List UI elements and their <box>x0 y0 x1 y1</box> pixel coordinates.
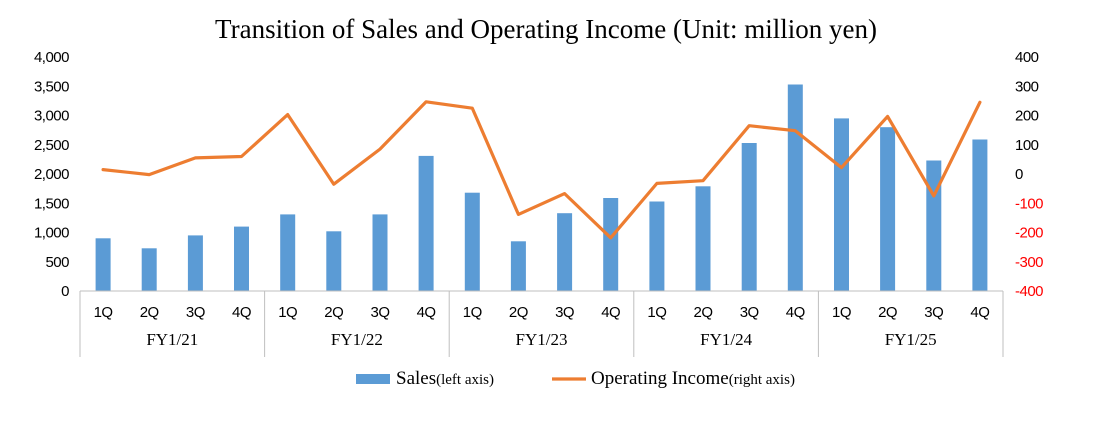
y-left-tick-label: 2,500 <box>34 137 69 154</box>
sales-bar <box>141 248 157 291</box>
x-tick-label: 4Q <box>601 304 620 321</box>
legend-label-oi-name: Operating Income <box>591 368 729 389</box>
y-left-tick-label: 0 <box>61 283 69 300</box>
legend-label-operating-income: Operating Income(right axis) <box>591 368 795 389</box>
sales-bar <box>741 143 757 291</box>
x-tick-label: 1Q <box>278 304 297 321</box>
fiscal-year-label: FY1/25 <box>885 330 937 349</box>
y-right-tick-label: 300 <box>1015 78 1039 95</box>
sales-bar <box>510 241 526 291</box>
x-tick-label: 2Q <box>324 304 343 321</box>
sales-bar <box>926 160 942 291</box>
x-tick-label: 4Q <box>417 304 436 321</box>
y-right-tick-label: -100 <box>1015 195 1043 212</box>
sales-bar <box>972 139 988 291</box>
sales-bar <box>95 238 111 291</box>
axes: 1Q 2Q 3Q 4Q 1Q 2Q 3Q 4Q 1Q 2Q 3Q 4Q 1Q 2Q 3Q 4Q 1Q 2Q 3Q 4Q… <box>34 49 1044 357</box>
plot-area <box>95 84 988 292</box>
x-tick-label: 1Q <box>832 304 851 321</box>
legend-label-sales-note: (left axis) <box>436 372 494 388</box>
x-tick-label: 4Q <box>232 304 251 321</box>
sales-bar <box>834 118 849 292</box>
sales-bar <box>234 226 249 291</box>
y-left-tick-label: 1,000 <box>34 225 69 242</box>
y-right-tick-label: -400 <box>1015 283 1043 300</box>
chart-title: Transition of Sales and Operating Income… <box>215 14 877 44</box>
legend-label-sales-name: Sales <box>396 368 436 389</box>
sales-bar <box>372 214 388 291</box>
y-left-tick-label: 3,500 <box>34 78 69 95</box>
x-tick-label: 2Q <box>693 304 712 321</box>
sales-bar <box>187 235 203 291</box>
x-tick-label: 1Q <box>463 304 482 321</box>
sales-bar <box>464 192 480 291</box>
y-right-tick-label: 0 <box>1015 166 1023 183</box>
y-left-tick-label: 3,000 <box>34 108 69 125</box>
x-tick-label: 3Q <box>186 304 205 321</box>
legend-label-sales: Sales(left axis) <box>396 368 494 389</box>
sales-bar <box>880 127 896 291</box>
y-right-tick-label: 200 <box>1015 108 1039 125</box>
fiscal-year-label: FY1/22 <box>331 330 383 349</box>
x-tick-label: 3Q <box>370 304 389 321</box>
sales-bar <box>787 84 803 291</box>
x-tick-label: 3Q <box>555 304 574 321</box>
y-left-tick-label: 500 <box>45 254 69 271</box>
x-tick-label: 3Q <box>740 304 759 321</box>
sales-bar <box>280 214 296 291</box>
y-left-tick-label: 4,000 <box>34 49 69 66</box>
sales-bar <box>326 231 342 291</box>
y-right-tick-label: 400 <box>1015 49 1039 66</box>
sales-bar <box>695 186 711 291</box>
x-tick-label: 2Q <box>878 304 897 321</box>
sales-bar <box>557 213 573 291</box>
x-tick-label: 3Q <box>924 304 943 321</box>
legend-swatch-sales <box>356 374 390 384</box>
operating-income-line <box>101 100 982 240</box>
x-tick-label: 1Q <box>94 304 113 321</box>
y-left-tick-label: 2,000 <box>34 166 69 183</box>
legend: Sales(left axis) Operating Income(right a… <box>356 368 795 389</box>
y-right-tick-label: -200 <box>1015 225 1043 242</box>
sales-bar <box>603 198 619 291</box>
x-tick-label: 1Q <box>647 304 666 321</box>
x-tick-label: 2Q <box>509 304 528 321</box>
fiscal-year-label: FY1/24 <box>700 330 752 349</box>
x-tick-label: 4Q <box>786 304 805 321</box>
y-right-tick-label: -300 <box>1015 254 1043 271</box>
sales-bar <box>418 155 434 291</box>
y-left-tick-label: 1,500 <box>34 195 69 212</box>
x-tick-label: 4Q <box>970 304 989 321</box>
x-tick-label: 2Q <box>140 304 159 321</box>
fiscal-year-label: FY1/21 <box>146 330 198 349</box>
sales-bar <box>649 201 665 291</box>
legend-label-oi-note: (right axis) <box>729 372 795 388</box>
fiscal-year-label: FY1/23 <box>516 330 568 349</box>
y-right-tick-label: 100 <box>1015 137 1039 154</box>
